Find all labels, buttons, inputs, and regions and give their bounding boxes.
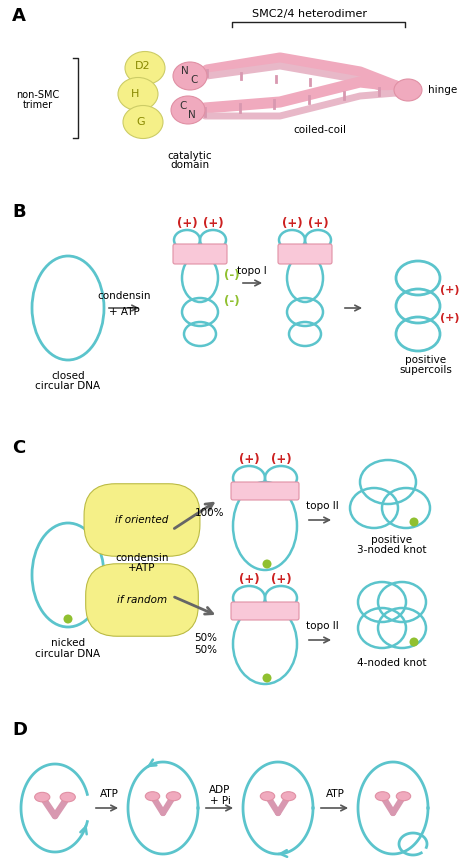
Text: nicked: nicked [51, 638, 85, 648]
Text: 50%: 50% [194, 633, 218, 643]
Text: (+): (+) [308, 218, 328, 231]
Text: condensin: condensin [115, 553, 169, 563]
Text: D2: D2 [135, 61, 151, 71]
Text: non-SMC: non-SMC [17, 90, 60, 100]
FancyBboxPatch shape [231, 482, 299, 500]
Text: 3-noded knot: 3-noded knot [357, 545, 427, 555]
Text: ATP: ATP [326, 789, 345, 799]
Ellipse shape [125, 51, 165, 84]
Text: trimer: trimer [23, 100, 53, 110]
Text: if random: if random [117, 595, 167, 605]
Text: closed: closed [51, 371, 85, 381]
Text: 50%: 50% [194, 645, 218, 655]
Ellipse shape [123, 106, 163, 139]
Ellipse shape [173, 62, 207, 90]
Text: (-): (-) [224, 295, 240, 308]
Text: domain: domain [171, 160, 210, 170]
Text: A: A [12, 7, 26, 25]
Text: H: H [131, 89, 139, 99]
Text: (+): (+) [440, 285, 460, 295]
Text: (+): (+) [271, 574, 292, 587]
Ellipse shape [375, 792, 390, 800]
Text: C: C [191, 75, 198, 85]
Ellipse shape [394, 79, 422, 101]
Text: C: C [12, 439, 25, 457]
Text: hinge: hinge [428, 85, 457, 95]
Circle shape [64, 615, 73, 623]
Text: condensin: condensin [97, 291, 151, 301]
Text: + ATP: + ATP [109, 307, 139, 317]
Text: ADP: ADP [210, 785, 231, 795]
Text: +ATP: +ATP [128, 563, 156, 573]
Ellipse shape [35, 792, 50, 802]
Text: (+): (+) [239, 574, 259, 587]
Text: (+): (+) [282, 218, 302, 231]
Ellipse shape [166, 792, 181, 800]
Text: coiled-coil: coiled-coil [293, 125, 346, 135]
Text: ATP: ATP [100, 789, 118, 799]
Text: if oriented: if oriented [115, 515, 169, 525]
Text: G: G [137, 117, 146, 127]
Ellipse shape [118, 77, 158, 110]
Circle shape [410, 517, 419, 527]
Text: topo I: topo I [237, 266, 267, 276]
Text: 100%: 100% [195, 508, 225, 518]
Ellipse shape [171, 96, 205, 124]
Text: (-): (-) [224, 269, 240, 282]
Text: circular DNA: circular DNA [36, 649, 100, 659]
Text: D: D [12, 721, 27, 739]
Text: SMC2/4 heterodimer: SMC2/4 heterodimer [253, 9, 367, 19]
FancyBboxPatch shape [173, 244, 227, 264]
Ellipse shape [146, 792, 160, 800]
Text: (+): (+) [440, 313, 460, 323]
Text: (+): (+) [239, 453, 259, 466]
FancyBboxPatch shape [278, 244, 332, 264]
Ellipse shape [281, 792, 296, 800]
Text: (+): (+) [177, 218, 197, 231]
FancyBboxPatch shape [231, 602, 299, 620]
Text: catalytic: catalytic [168, 151, 212, 161]
Ellipse shape [396, 792, 410, 800]
Text: N: N [188, 110, 196, 120]
Ellipse shape [60, 792, 75, 802]
Text: N: N [181, 66, 189, 76]
Circle shape [263, 560, 272, 569]
Circle shape [410, 637, 419, 647]
Text: (+): (+) [203, 218, 223, 231]
Text: topo II: topo II [306, 621, 338, 631]
Text: topo II: topo II [306, 501, 338, 511]
Ellipse shape [260, 792, 275, 800]
Text: positive: positive [405, 355, 447, 365]
Text: C: C [179, 101, 187, 111]
Text: B: B [12, 203, 26, 221]
Text: 4-noded knot: 4-noded knot [357, 658, 427, 668]
Text: circular DNA: circular DNA [36, 381, 100, 391]
Text: (+): (+) [271, 453, 292, 466]
Text: supercoils: supercoils [400, 365, 453, 375]
Text: + Pi: + Pi [210, 796, 230, 806]
Circle shape [263, 674, 272, 682]
Text: positive: positive [372, 535, 412, 545]
